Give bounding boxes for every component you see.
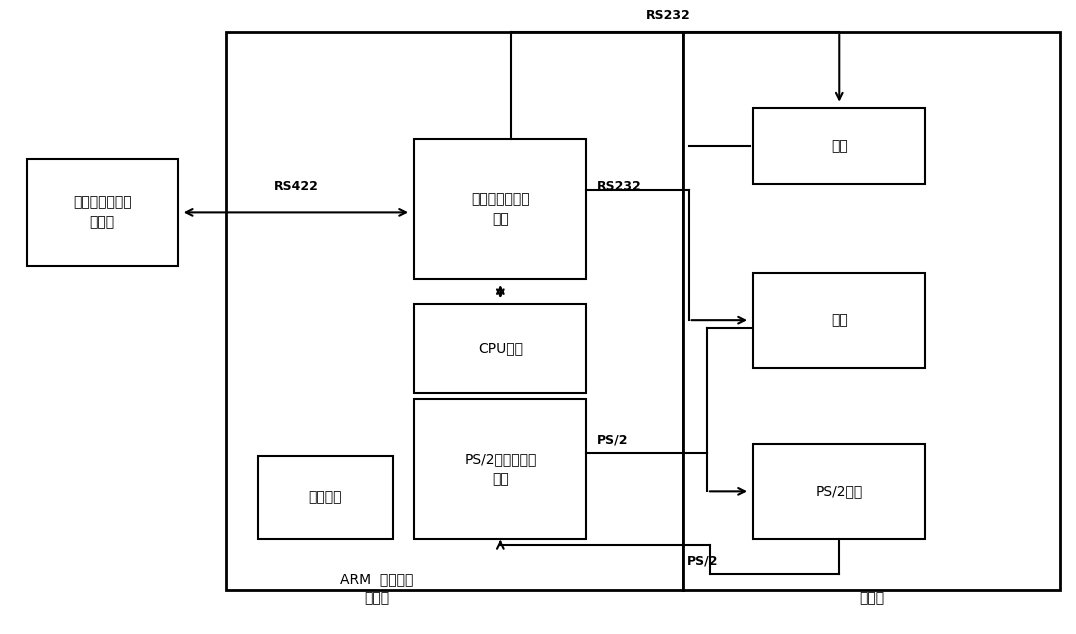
- FancyBboxPatch shape: [226, 32, 683, 590]
- Text: ARM  键盘鼠标
模拟器: ARM 键盘鼠标 模拟器: [340, 572, 413, 605]
- FancyBboxPatch shape: [683, 32, 1060, 590]
- FancyBboxPatch shape: [753, 273, 925, 368]
- Text: 计算机: 计算机: [859, 592, 884, 605]
- FancyBboxPatch shape: [414, 139, 586, 279]
- FancyBboxPatch shape: [753, 444, 925, 539]
- Text: PS/2: PS/2: [597, 434, 628, 447]
- FancyBboxPatch shape: [414, 399, 586, 539]
- Text: RS232: RS232: [597, 180, 642, 193]
- FancyBboxPatch shape: [258, 456, 393, 539]
- Text: CPU模块: CPU模块: [478, 342, 523, 356]
- Text: PS/2键盘: PS/2键盘: [816, 484, 863, 498]
- Text: 模球: 模球: [831, 139, 848, 153]
- Text: 外部信息接口处
理设备: 外部信息接口处 理设备: [73, 196, 131, 229]
- Text: 串口扩展及切换
模块: 串口扩展及切换 模块: [471, 193, 529, 226]
- FancyBboxPatch shape: [753, 108, 925, 184]
- Text: PS/2: PS/2: [686, 554, 718, 567]
- Text: PS/2扩展及切换
模块: PS/2扩展及切换 模块: [464, 453, 537, 486]
- Text: RS232: RS232: [646, 9, 691, 22]
- FancyBboxPatch shape: [27, 158, 178, 266]
- Text: RS422: RS422: [273, 180, 318, 193]
- FancyBboxPatch shape: [414, 304, 586, 393]
- Text: 主机: 主机: [831, 313, 848, 327]
- Text: 电源模块: 电源模块: [309, 491, 342, 505]
